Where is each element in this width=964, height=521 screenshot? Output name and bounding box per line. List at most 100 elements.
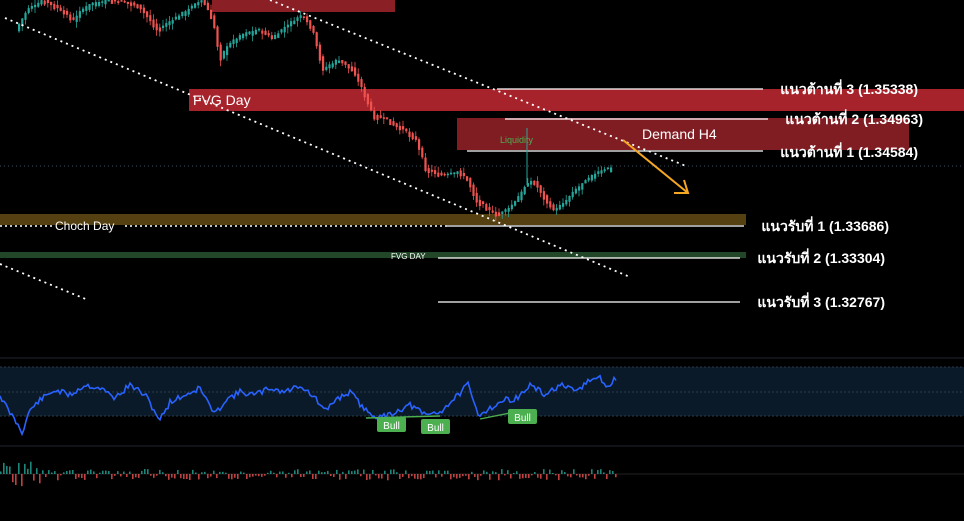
histogram-bar — [132, 474, 134, 480]
histogram-bar — [213, 470, 215, 474]
histogram-bar — [267, 472, 269, 474]
candle — [162, 25, 165, 29]
histogram-bar — [165, 474, 167, 477]
fvg-day-lower-zone — [0, 252, 746, 258]
fvg-day-lower-label: FVG DAY — [391, 252, 426, 261]
histogram-bar — [324, 472, 326, 474]
histogram-bar — [543, 469, 545, 474]
channel-upper-trendline[interactable] — [269, 0, 687, 167]
histogram-bar — [51, 472, 53, 474]
histogram-bar — [99, 472, 101, 474]
candle — [226, 46, 229, 56]
histogram-bar — [264, 474, 266, 476]
histogram-bar — [402, 474, 404, 477]
histogram-bar — [513, 472, 515, 474]
histogram-bar — [171, 474, 173, 478]
histogram-bar — [435, 474, 437, 478]
histogram-bar — [120, 474, 122, 477]
histogram-bar — [552, 472, 554, 474]
candle — [459, 170, 462, 177]
candle — [216, 26, 219, 47]
candle — [562, 203, 565, 207]
histogram-bar — [360, 474, 362, 477]
histogram-bar — [525, 474, 527, 479]
candle — [152, 19, 155, 28]
candle — [610, 167, 613, 172]
candle — [600, 170, 603, 174]
candle — [72, 17, 75, 20]
histogram-bar — [36, 468, 38, 474]
histogram-bar — [192, 469, 194, 474]
support-3-label: แนวรับที่ 3 (1.32767) — [757, 292, 885, 310]
histogram-bar — [576, 474, 578, 476]
histogram-bar — [210, 474, 212, 477]
histogram-bar — [492, 471, 494, 474]
choch-day-label: Choch Day — [55, 219, 114, 233]
histogram-bar — [135, 474, 137, 478]
candles — [18, 0, 613, 222]
histogram-bar — [237, 474, 239, 479]
candle — [594, 173, 597, 179]
histogram-bar — [498, 474, 500, 481]
candle — [155, 23, 158, 31]
histogram-bar — [366, 474, 368, 481]
candle — [418, 139, 421, 150]
channel-outer-trendline[interactable] — [0, 263, 89, 301]
level-support-2: แนวรับที่ 2 (1.33304) — [438, 248, 885, 266]
histogram-bar — [459, 474, 461, 478]
histogram-bar — [138, 474, 140, 478]
histogram-bar — [483, 470, 485, 474]
candle — [299, 15, 302, 18]
histogram-bar — [579, 474, 581, 478]
candle — [341, 60, 344, 64]
histogram-bar — [504, 474, 506, 476]
histogram-bar — [90, 469, 92, 474]
candle — [366, 93, 369, 105]
candle — [133, 2, 136, 6]
candle — [101, 1, 104, 3]
candle — [107, 0, 110, 2]
histogram-bar — [357, 469, 359, 474]
histogram-bar — [507, 470, 509, 474]
candle — [290, 21, 293, 27]
candle — [213, 15, 216, 29]
candle — [258, 28, 261, 31]
candle — [120, 0, 123, 2]
histogram-bar — [168, 474, 170, 480]
candle — [581, 183, 584, 190]
candle — [475, 192, 478, 203]
histogram-bar — [123, 471, 125, 474]
resistance-1-label: แนวต้านที่ 1 (1.34584) — [780, 142, 918, 160]
candle — [178, 15, 181, 20]
candle — [277, 33, 280, 39]
histogram-bar — [450, 474, 452, 480]
candle — [210, 9, 213, 20]
projection-arrow[interactable] — [622, 139, 690, 194]
support-2-label: แนวรับที่ 2 (1.33304) — [757, 248, 885, 266]
histogram-bar — [321, 472, 323, 474]
histogram-bar — [93, 471, 95, 474]
candle — [344, 61, 347, 65]
candle — [264, 30, 267, 35]
histogram-bar — [318, 470, 320, 474]
histogram-bar — [387, 474, 389, 481]
candle — [56, 4, 59, 9]
histogram-bar — [303, 474, 305, 477]
histogram-bar — [108, 470, 110, 474]
candle — [296, 17, 299, 21]
candle — [136, 4, 139, 9]
candle — [242, 33, 245, 39]
candle — [386, 117, 389, 119]
candle — [510, 204, 513, 210]
candle — [43, 0, 46, 5]
candle — [254, 29, 257, 35]
candle — [453, 172, 456, 175]
histogram-bar — [573, 469, 575, 474]
candle — [536, 181, 539, 188]
candle — [261, 30, 264, 34]
histogram-bar — [423, 474, 425, 479]
candle — [549, 201, 552, 208]
histogram-bar — [591, 469, 593, 474]
